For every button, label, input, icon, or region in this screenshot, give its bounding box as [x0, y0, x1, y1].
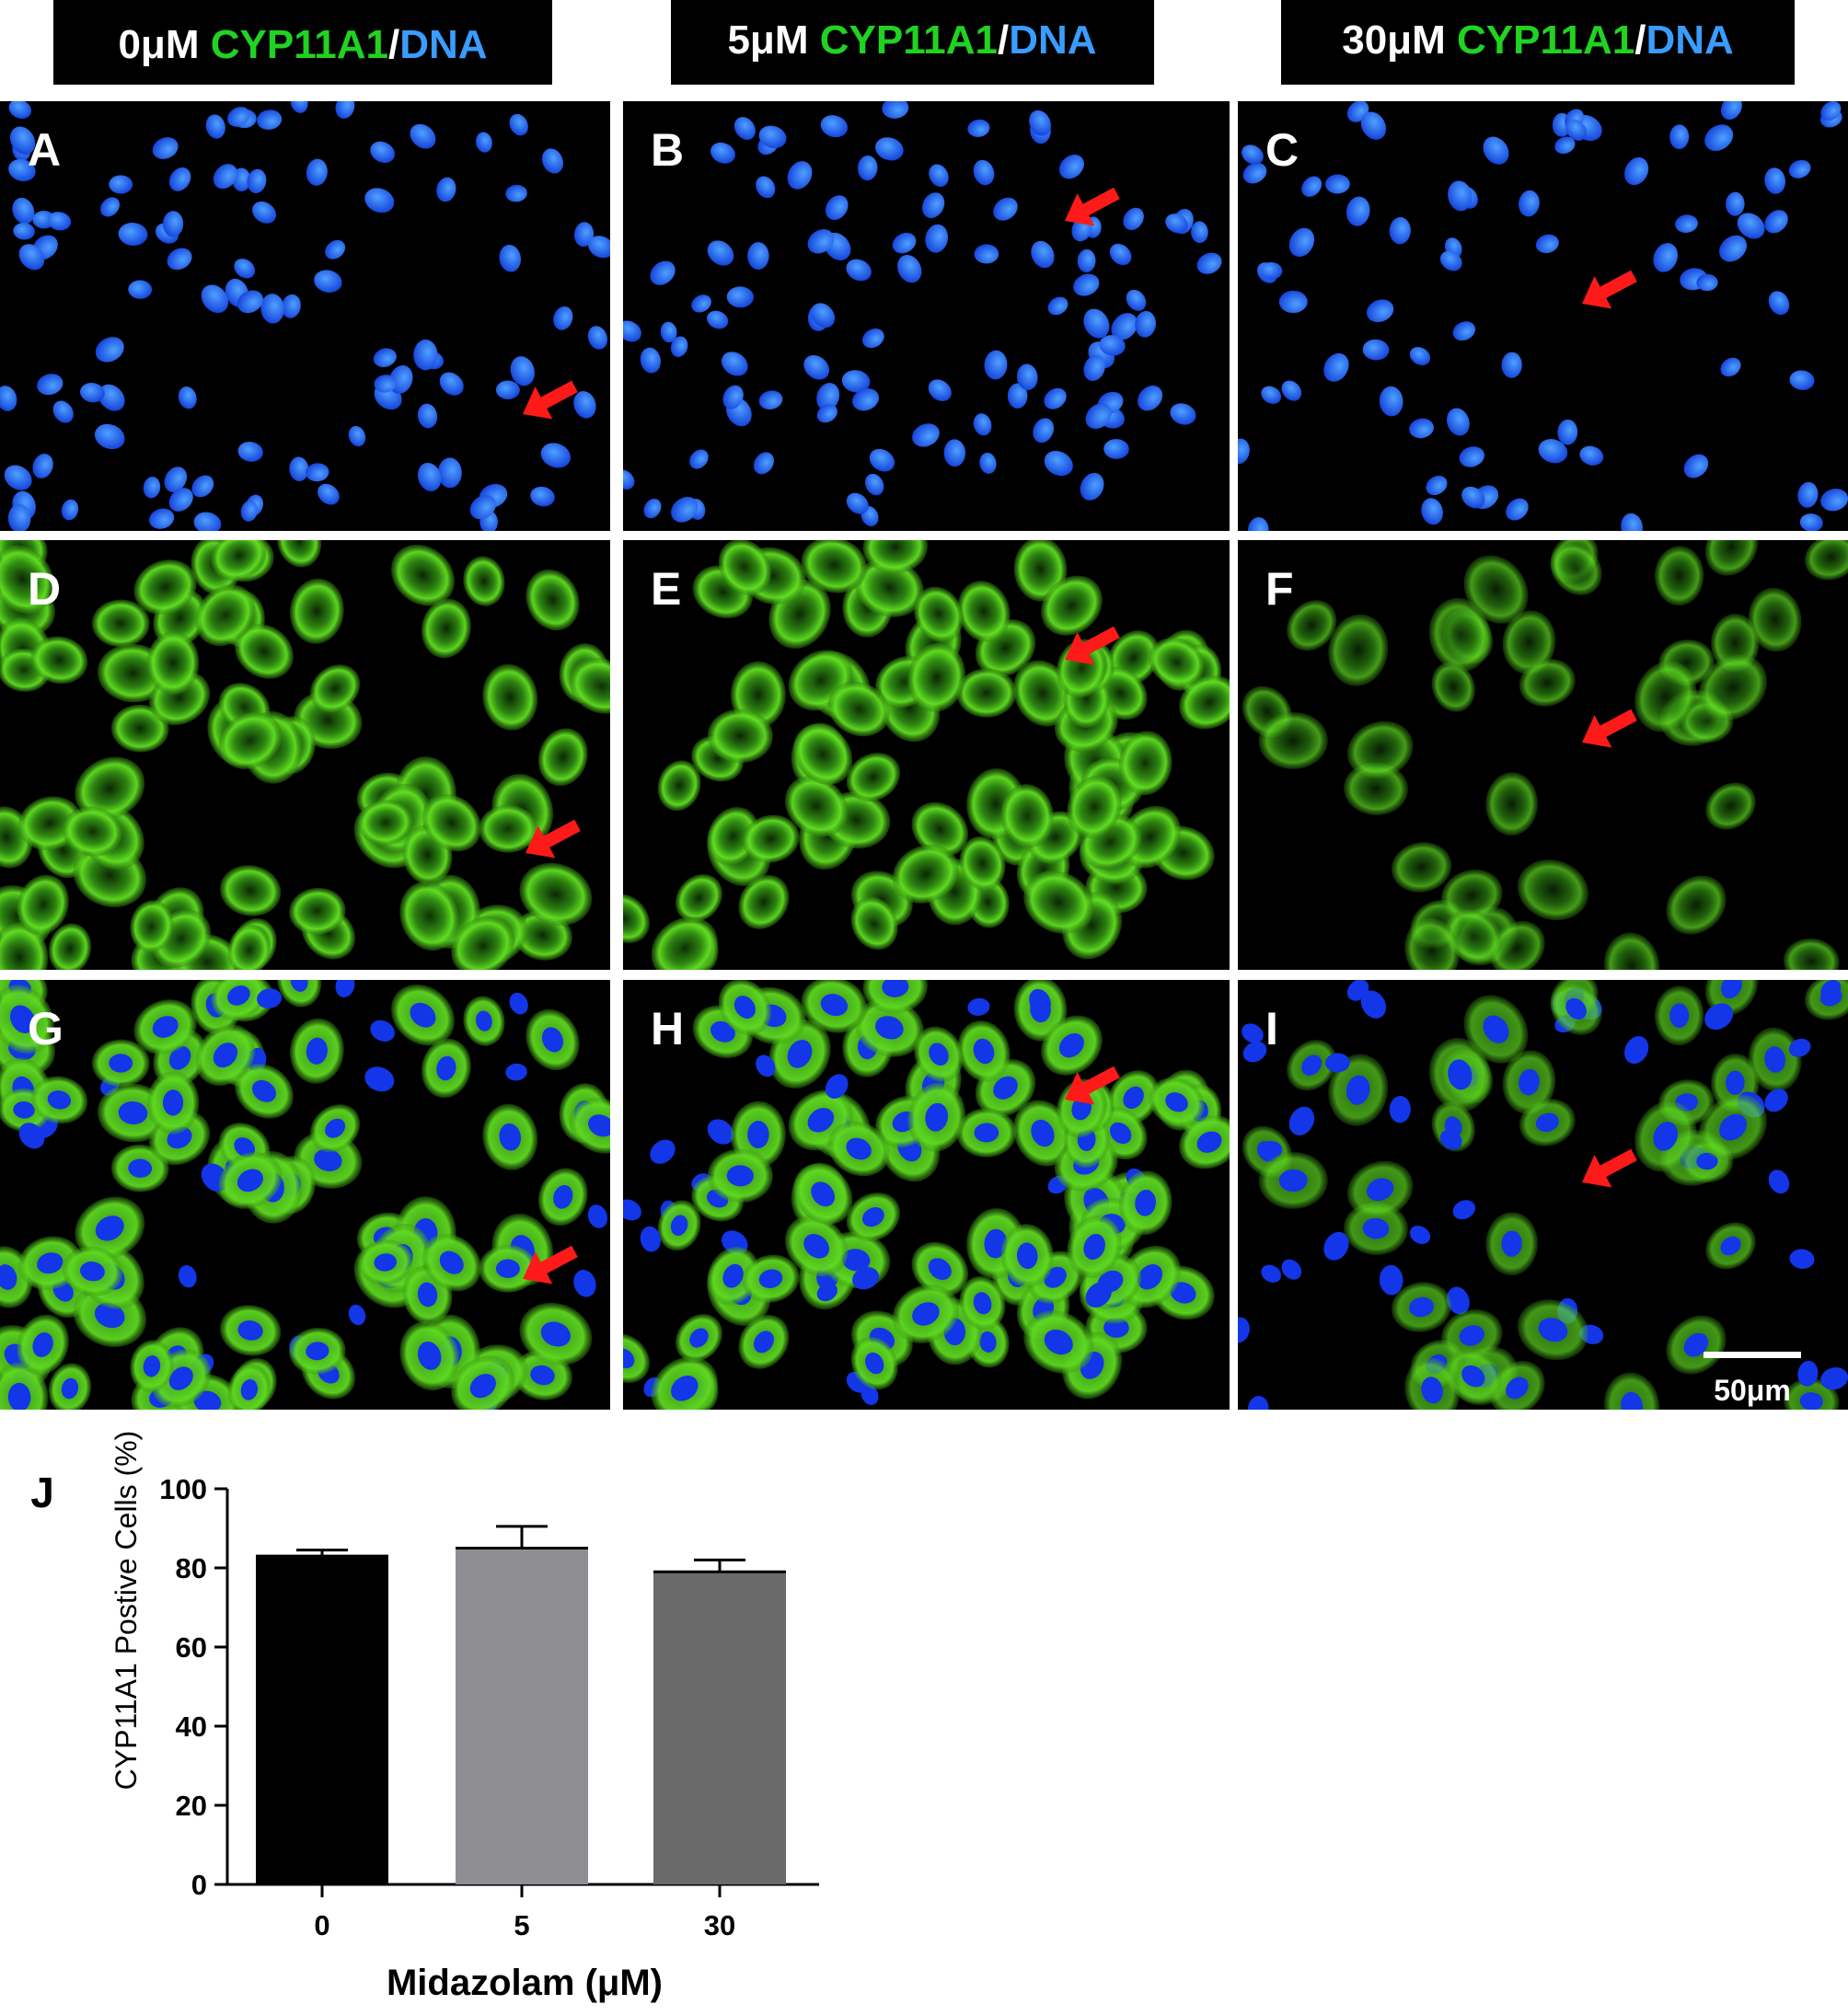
panel-letter: E: [651, 563, 681, 615]
header-concentration: 30μM: [1342, 17, 1446, 63]
x-tick-label: 5: [514, 1909, 529, 1941]
bar-5: [456, 1548, 588, 1884]
header-marker: CYP11A1: [820, 17, 998, 63]
x-tick-label: 30: [704, 1909, 735, 1941]
red-arrow-icon: [526, 819, 581, 858]
header-marker: CYP11A1: [1457, 17, 1634, 63]
header-dna: DNA: [1009, 17, 1096, 63]
panel-c: C: [1238, 101, 1848, 531]
header-dna: DNA: [399, 22, 487, 67]
svg-text:5μM CYP11A1/DNA: 5μM CYP11A1/DNA: [727, 17, 1096, 63]
bar-chart: J CYP11A1 Postive Cells (%) Midazolam (μ…: [30, 1431, 819, 2003]
red-arrow-icon: [523, 380, 578, 420]
bar-30: [653, 1572, 786, 1884]
scale-bar-label: 50μm: [1714, 1374, 1791, 1407]
x-axis-label: Midazolam (μM): [387, 1963, 663, 2003]
y-tick-label: 100: [159, 1473, 207, 1505]
column-header-1: 5μM CYP11A1/DNA: [671, 0, 1154, 85]
panel-letter: G: [28, 1003, 64, 1054]
bar-0: [256, 1556, 388, 1884]
y-axis-label: CYP11A1 Postive Cells (%): [110, 1431, 143, 1791]
header-concentration: 5μM: [727, 17, 808, 63]
panel-letter: C: [1265, 124, 1299, 176]
svg-text:30μM CYP11A1/DNA: 30μM CYP11A1/DNA: [1342, 17, 1734, 63]
panel-letter: I: [1265, 1003, 1278, 1054]
red-arrow-icon: [1065, 187, 1120, 226]
panel-letter: D: [28, 563, 61, 615]
scale-bar: 50μm: [1704, 1352, 1801, 1407]
header-marker: CYP11A1: [211, 22, 388, 67]
y-tick-label: 40: [176, 1711, 207, 1743]
red-arrow-icon: [1582, 708, 1637, 748]
panel-h: H: [623, 980, 1230, 1410]
panel-letter: B: [651, 124, 684, 176]
red-arrow-icon: [1065, 626, 1120, 665]
panel-d: D: [0, 540, 610, 970]
header-dna: DNA: [1646, 17, 1733, 63]
red-arrow-icon: [1582, 270, 1637, 309]
y-tick-label: 20: [176, 1790, 207, 1822]
y-tick-label: 80: [176, 1552, 207, 1584]
y-tick-label: 60: [176, 1631, 207, 1664]
red-arrow-icon: [523, 1245, 578, 1284]
column-header-0: 0μM CYP11A1/DNA: [53, 0, 552, 85]
panel-g: G: [0, 980, 610, 1410]
column-header-2: 30μM CYP11A1/DNA: [1281, 0, 1795, 85]
panel-letter: H: [651, 1003, 684, 1054]
panel-label-j: J: [30, 1469, 54, 1516]
panel-b: B: [623, 101, 1230, 531]
panel-e: E: [623, 540, 1230, 970]
panel-i: I: [1238, 980, 1848, 1410]
y-tick-label: 0: [191, 1869, 207, 1901]
red-arrow-icon: [1582, 1148, 1637, 1188]
x-tick-label: 0: [314, 1909, 329, 1941]
panel-letter: A: [28, 124, 61, 176]
panel-f: F: [1238, 540, 1848, 970]
panel-a: A: [0, 101, 610, 531]
header-concentration: 0μM: [118, 22, 199, 67]
panel-letter: F: [1265, 563, 1294, 615]
micrograph-grid: A B C D E F G H I: [0, 101, 1848, 1410]
svg-text:0μM CYP11A1/DNA: 0μM CYP11A1/DNA: [118, 22, 487, 67]
red-arrow-icon: [1065, 1066, 1120, 1105]
